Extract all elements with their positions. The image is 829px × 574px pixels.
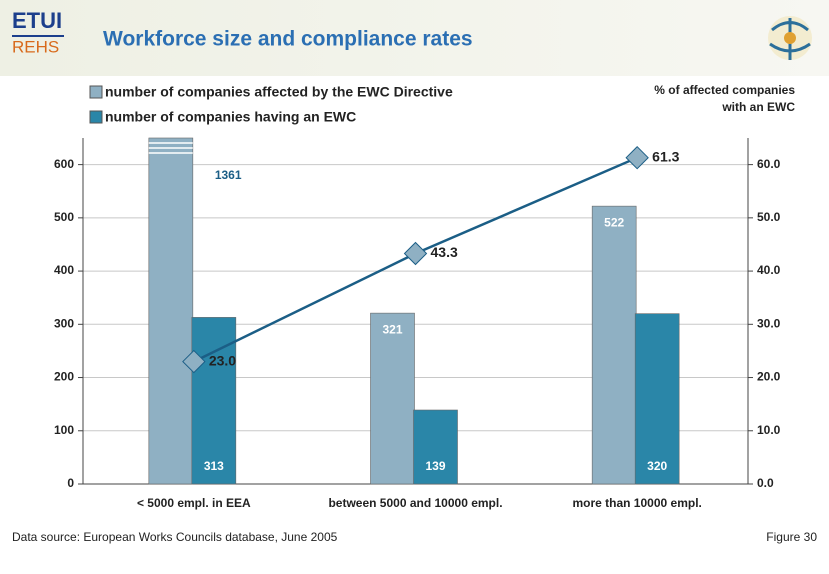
y-tick-label: 400 <box>54 263 74 277</box>
y2-tick-label: 60.0 <box>757 157 781 171</box>
x-tick-label: < 5000 empl. in EEA <box>137 496 251 510</box>
value-label: 313 <box>204 459 224 473</box>
y-tick-label: 500 <box>54 210 74 224</box>
logo-top: ETUI <box>12 8 62 33</box>
y2-tick-label: 0.0 <box>757 476 774 490</box>
legend-swatch <box>89 85 103 99</box>
figure-number: Figure 30 <box>766 530 817 544</box>
y2-axis-label: % of affected companies <box>654 83 795 97</box>
y2-axis-label: with an EWC <box>721 100 795 114</box>
value-label: 139 <box>425 459 445 473</box>
y2-tick-label: 20.0 <box>757 370 781 384</box>
legend-label: number of companies affected by the EWC … <box>105 84 453 100</box>
y-tick-label: 300 <box>54 316 74 330</box>
bar <box>413 409 458 485</box>
source: Data source: European Works Councils dat… <box>12 530 338 544</box>
corner-icon <box>768 16 812 60</box>
logo-rule <box>12 35 64 37</box>
value-label: 321 <box>382 322 402 336</box>
legend-label: number of companies having an EWC <box>105 109 356 125</box>
y2-tick-label: 40.0 <box>757 263 781 277</box>
value-label: 61.3 <box>652 148 679 164</box>
y2-tick-label: 10.0 <box>757 423 781 437</box>
y2-tick-label: 50.0 <box>757 210 781 224</box>
value-label: 1361 <box>215 168 242 182</box>
bar <box>370 312 415 485</box>
header-band <box>0 0 829 76</box>
y-tick-label: 100 <box>54 423 74 437</box>
logo-bottom: REHS <box>12 37 59 56</box>
value-label: 23.0 <box>209 352 236 368</box>
value-label: 43.3 <box>431 244 458 260</box>
marker <box>182 349 206 374</box>
value-label: 320 <box>647 459 667 473</box>
marker <box>625 145 649 170</box>
y-tick-label: 0 <box>67 476 74 490</box>
bar <box>591 205 637 485</box>
bar <box>148 137 194 485</box>
value-label: 522 <box>604 215 624 229</box>
title: Workforce size and compliance rates <box>103 28 473 51</box>
y2-tick-label: 30.0 <box>757 316 781 330</box>
legend-swatch <box>89 110 103 124</box>
marker <box>403 241 428 266</box>
bar <box>634 313 680 485</box>
y-tick-label: 200 <box>54 370 74 384</box>
x-tick-label: more than 10000 empl. <box>572 496 701 510</box>
y-tick-label: 600 <box>54 157 74 171</box>
x-tick-label: between 5000 and 10000 empl. <box>328 496 502 510</box>
